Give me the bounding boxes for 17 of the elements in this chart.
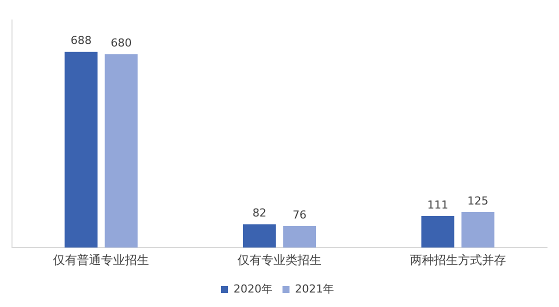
legend-label: 2020年	[234, 282, 273, 296]
bar	[421, 216, 454, 248]
data-label: 680	[110, 36, 132, 50]
data-label: 82	[252, 206, 266, 220]
x-tick-label: 两种招生方式并存	[410, 252, 506, 267]
data-label: 688	[70, 34, 92, 48]
bar	[104, 54, 138, 248]
x-tick-label: 仅有专业类招生	[238, 252, 322, 267]
bar	[461, 212, 494, 248]
data-label: 76	[292, 208, 307, 222]
legend-label: 2021年	[295, 282, 334, 296]
data-label: 111	[427, 198, 448, 212]
bar	[283, 226, 316, 248]
bar	[64, 52, 98, 248]
x-tick-label: 仅有普通专业招生	[53, 252, 150, 267]
data-label: 125	[467, 194, 488, 208]
bar	[242, 224, 276, 248]
